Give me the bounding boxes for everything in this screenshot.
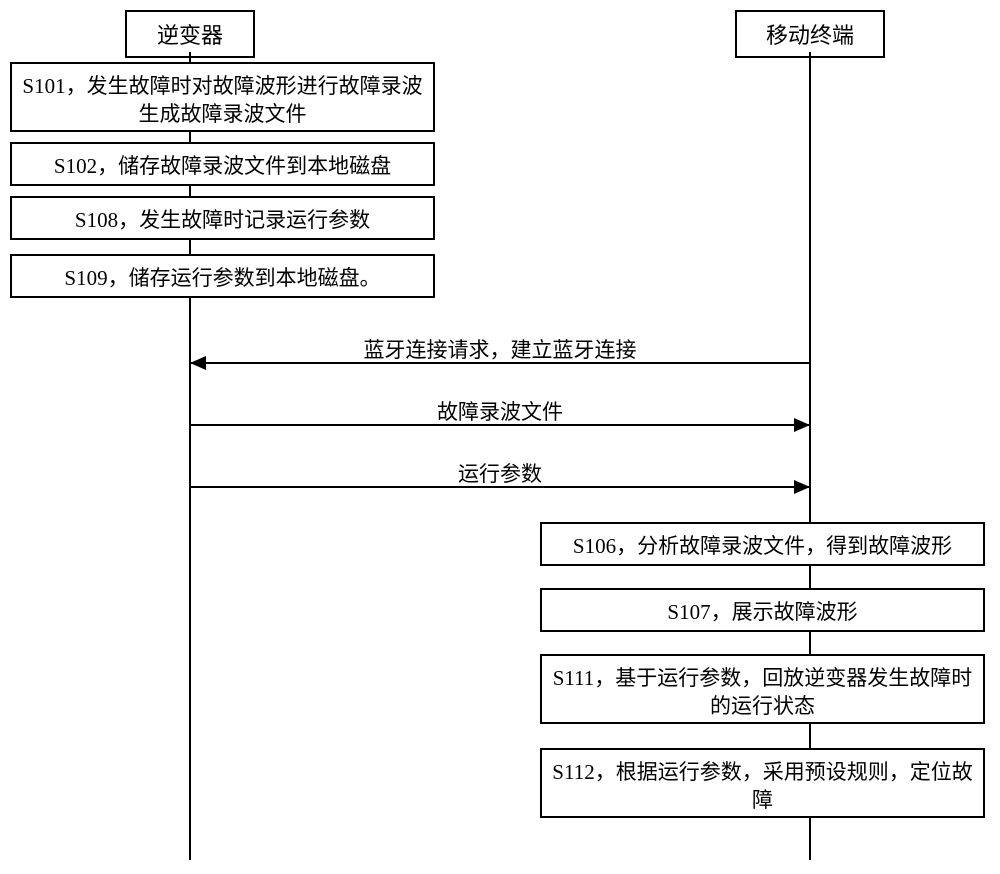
step-text: S111，基于运行参数，回放逆变器发生故障时的运行状态 — [553, 666, 973, 718]
sequence-diagram: 逆变器 移动终端 S101，发生故障时对故障波形进行故障录波生成故障录波文件 S… — [0, 0, 1000, 874]
step-text: S107，展示故障波形 — [667, 600, 857, 624]
step-s109: S109，储存运行参数到本地磁盘。 — [10, 254, 435, 298]
arrow-right-icon — [794, 418, 810, 432]
step-s107: S107，展示故障波形 — [540, 588, 985, 632]
step-s102: S102，储存故障录波文件到本地磁盘 — [10, 142, 435, 186]
arrow-right-icon — [794, 480, 810, 494]
step-s108: S108，发生故障时记录运行参数 — [10, 196, 435, 240]
actor-header-inverter: 逆变器 — [125, 10, 255, 58]
message-line — [190, 486, 810, 488]
actor-label: 移动终端 — [766, 23, 854, 48]
step-s111: S111，基于运行参数，回放逆变器发生故障时的运行状态 — [540, 654, 985, 724]
arrow-left-icon — [190, 356, 206, 370]
step-s101: S101，发生故障时对故障波形进行故障录波生成故障录波文件 — [10, 62, 435, 132]
message-line — [190, 424, 810, 426]
step-text: S101，发生故障时对故障波形进行故障录波生成故障录波文件 — [22, 74, 422, 126]
step-text: S108，发生故障时记录运行参数 — [75, 208, 370, 232]
lifeline-mobile — [809, 52, 811, 860]
message-label: 运行参数 — [190, 458, 810, 488]
step-text: S102，储存故障录波文件到本地磁盘 — [54, 154, 391, 178]
step-s106: S106，分析故障录波文件，得到故障波形 — [540, 522, 985, 566]
message-label: 蓝牙连接请求，建立蓝牙连接 — [190, 334, 810, 364]
step-text: S109，储存运行参数到本地磁盘。 — [64, 266, 380, 290]
step-text: S112，根据运行参数，采用预设规则，定位故障 — [552, 760, 972, 812]
step-s112: S112，根据运行参数，采用预设规则，定位故障 — [540, 748, 985, 818]
message-label: 故障录波文件 — [190, 396, 810, 426]
message-line — [190, 362, 810, 364]
actor-label: 逆变器 — [157, 23, 223, 48]
step-text: S106，分析故障录波文件，得到故障波形 — [573, 534, 952, 558]
actor-header-mobile: 移动终端 — [735, 10, 885, 58]
